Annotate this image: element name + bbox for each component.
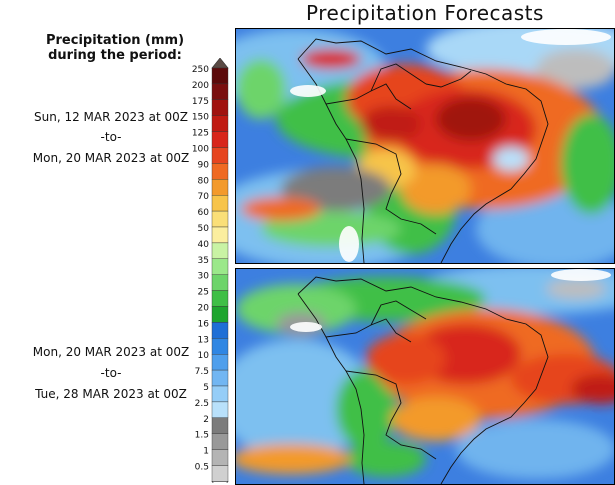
scale-label: 25 [198, 288, 209, 298]
scale-bottom-arrow [211, 481, 229, 483]
scale-label: 40 [198, 240, 210, 250]
scale-label: 0.5 [195, 463, 209, 473]
scale-swatch [211, 354, 229, 371]
precipitation-color-scale: 2502001751501251009080706050403530252016… [192, 58, 229, 483]
scale-swatch [211, 242, 229, 259]
scale-label: 175 [192, 97, 209, 107]
period2-end: Tue, 28 MAR 2023 at 00Z [35, 387, 187, 401]
scale-top-arrow [211, 58, 229, 69]
scale-label: 35 [198, 256, 209, 266]
scale-label: 16 [198, 319, 210, 329]
scale-swatch [211, 179, 229, 196]
scale-swatch [211, 385, 229, 403]
scale-label: 1 [203, 447, 209, 457]
scale-label: 50 [198, 224, 210, 234]
scale-label: 13 [198, 335, 209, 345]
legend-title-line2: during the period: [48, 48, 182, 63]
period2-separator: -to- [100, 366, 122, 380]
period2-start: Mon, 20 MAR 2023 at 00Z [32, 345, 190, 359]
scale-label: 20 [198, 304, 210, 314]
scale-swatch [211, 83, 229, 100]
scale-label: 30 [198, 272, 210, 282]
scale-label: 5 [203, 383, 209, 393]
scale-swatch [211, 210, 229, 228]
period1-start: Sun, 12 MAR 2023 at 00Z [34, 110, 188, 124]
scale-swatch [211, 115, 229, 132]
scale-label: 100 [192, 145, 209, 155]
page-title: Precipitation Forecasts [306, 1, 544, 25]
scale-label: 125 [192, 129, 209, 139]
scale-swatch [211, 67, 229, 85]
scale-swatch [211, 449, 229, 466]
scale-label: 90 [198, 160, 210, 170]
scale-swatch [211, 306, 229, 323]
scale-label: 10 [198, 351, 210, 361]
scale-label: 60 [198, 208, 210, 218]
scale-label: 1.5 [195, 431, 209, 441]
scale-swatch [211, 322, 229, 339]
scale-label: 2 [203, 415, 209, 425]
scale-swatch [211, 290, 229, 307]
period1-end: Mon, 20 MAR 2023 at 00Z [32, 151, 190, 165]
scale-swatch [211, 274, 229, 291]
scale-swatch [211, 131, 229, 148]
scale-swatch [211, 99, 229, 116]
scale-swatch [211, 417, 229, 434]
scale-swatch [211, 147, 229, 164]
scale-swatch [211, 369, 229, 387]
scale-swatch [211, 401, 229, 418]
scale-label: 80 [198, 176, 210, 186]
legend-title: Precipitation (mm) during the period: [20, 33, 210, 63]
scale-swatch [211, 465, 229, 482]
forecast-map-week2 [235, 268, 615, 485]
legend-title-line1: Precipitation (mm) [45, 33, 185, 48]
forecast-map-week1 [235, 28, 615, 264]
scale-swatch [211, 338, 229, 355]
scale-swatch [211, 194, 229, 212]
scale-label: 7.5 [195, 367, 209, 377]
scale-label: 2.5 [195, 399, 209, 409]
period1-separator: -to- [100, 130, 122, 144]
scale-swatch [211, 163, 229, 180]
scale-label: 150 [192, 113, 209, 123]
scale-label: 250 [192, 65, 209, 75]
scale-swatch [211, 433, 229, 450]
scale-swatch [211, 226, 229, 244]
scale-label: 200 [192, 81, 209, 91]
scale-swatch [211, 258, 229, 275]
scale-label: 70 [198, 192, 210, 202]
